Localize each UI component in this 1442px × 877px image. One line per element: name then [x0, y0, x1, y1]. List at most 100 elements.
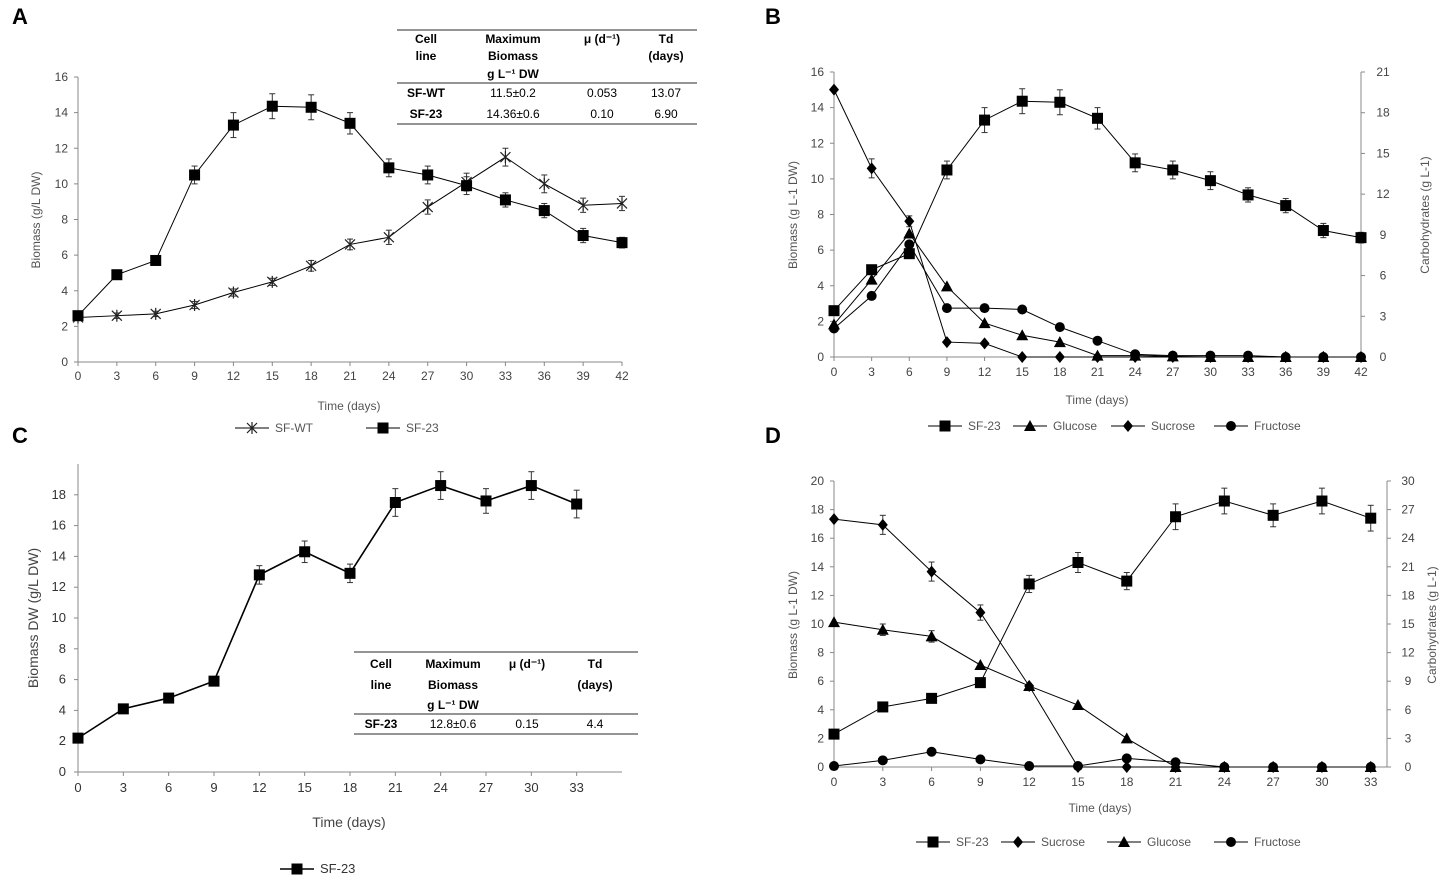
data-point: [616, 197, 628, 210]
data-point: [974, 677, 986, 689]
data-point: [926, 746, 937, 757]
data-point: [525, 480, 537, 492]
data-point: [974, 658, 987, 670]
data-point: [499, 194, 511, 206]
x-tick-label: 3: [868, 365, 875, 379]
y-tick-label: 0: [61, 355, 68, 369]
data-point: [383, 162, 395, 174]
data-point: [1317, 225, 1329, 237]
x-tick-label: 21: [1091, 365, 1105, 379]
x-tick-label: 12: [1022, 775, 1036, 789]
panel-letter-a: A: [12, 4, 28, 29]
y-tick-label: 18: [811, 503, 825, 517]
data-point: [876, 623, 889, 635]
y-tick-label: 6: [61, 248, 68, 262]
data-point: [904, 215, 915, 228]
y2-tick-label: 3: [1405, 731, 1412, 745]
y-tick-label: 16: [52, 518, 66, 533]
data-point: [829, 513, 839, 526]
y-tick-label: 8: [61, 213, 68, 227]
data-point: [979, 303, 990, 314]
series-line: [833, 89, 1361, 358]
panel-letter-d: D: [765, 423, 781, 448]
x-axis-label: Time (days): [1069, 801, 1132, 815]
x-tick-label: 30: [1315, 775, 1329, 789]
legend-label: Glucose: [1053, 419, 1097, 433]
x-tick-label: 33: [1364, 775, 1378, 789]
x-tick-label: 30: [524, 780, 538, 795]
data-point: [266, 275, 278, 288]
data-point: [72, 732, 84, 744]
legend-label: Fructose: [1254, 835, 1301, 849]
table-cell: 0.15: [515, 717, 539, 731]
y2-axis-label: Carbohydrates (g L-1): [1418, 156, 1432, 273]
y-axis-label: Biomass (g/L DW): [29, 172, 43, 269]
series-fructose: [829, 239, 1366, 362]
x-tick-label: 18: [343, 780, 357, 795]
data-point: [189, 169, 201, 181]
data-point: [72, 310, 84, 322]
series-sf-wt: [72, 147, 628, 324]
data-point: [1016, 329, 1029, 341]
table-header-cell: (days): [577, 678, 612, 692]
data-point: [500, 151, 511, 164]
legend-label: Glucose: [1147, 835, 1191, 849]
data-point: [1316, 762, 1327, 772]
data-point: [829, 761, 839, 772]
table-header-cell: line: [416, 49, 437, 63]
data-point: [1268, 762, 1279, 772]
y2-tick-label: 24: [1401, 531, 1415, 545]
chart-panel-b: B0 3 6 9 12 15 18 21 24 27 30 33 36 39 420246810121416…: [765, 4, 1432, 433]
data-point: [422, 169, 434, 181]
y2-tick-label: 9: [1405, 674, 1412, 688]
y-tick-label: 10: [811, 172, 825, 186]
data-point: [1170, 757, 1181, 768]
x-tick-label: 42: [1354, 365, 1368, 379]
panel-letter-c: C: [12, 423, 28, 448]
legend: SF-23 Glucose Sucrose Fructose: [928, 419, 1301, 433]
y-tick-label: 4: [817, 279, 824, 293]
data-point: [1016, 95, 1028, 107]
data-point: [941, 303, 952, 314]
y2-tick-label: 18: [1376, 106, 1390, 120]
table-cell: 12.8±0.6: [430, 717, 477, 731]
series-sf-23: [72, 93, 628, 322]
series-sucrose: [829, 513, 1376, 773]
x-tick-label: 27: [421, 369, 435, 383]
data-point: [1092, 335, 1103, 346]
data-point: [828, 305, 840, 317]
data-point: [877, 518, 888, 531]
x-tick-label: 12: [978, 365, 992, 379]
chart-panel-c: C0 3 6 9 12 15 18 21 24 27 30 33024681012141618Time…: [12, 423, 638, 876]
panel-letter-b: B: [765, 4, 781, 29]
table-cell: 6.90: [654, 107, 678, 121]
data-point: [903, 227, 916, 239]
y-tick-label: 10: [55, 177, 69, 191]
data-point: [926, 692, 938, 704]
stats-table: Cell line Maximum Biomass g L⁻¹ DW μ (d⁻¹) Td (…: [397, 29, 697, 125]
data-point: [866, 162, 877, 175]
x-tick-label: 15: [1016, 365, 1030, 379]
legend: SF-23: [280, 861, 355, 876]
data-point: [978, 317, 991, 329]
y2-tick-label: 18: [1401, 588, 1415, 602]
x-tick-label: 9: [977, 775, 984, 789]
x-tick-label: 6: [928, 775, 935, 789]
data-point: [163, 692, 175, 704]
x-tick-label: 0: [75, 369, 82, 383]
data-point: [150, 254, 162, 266]
x-tick-label: 33: [569, 780, 583, 795]
table-cell: SF-WT: [407, 86, 446, 100]
data-point: [1024, 761, 1035, 772]
x-tick-label: 33: [499, 369, 513, 383]
table-header-cell: (days): [648, 49, 683, 63]
data-point: [111, 309, 123, 322]
data-point: [1054, 351, 1065, 363]
data-point: [1167, 350, 1178, 361]
legend-marker: [1013, 836, 1023, 848]
x-tick-label: 18: [1053, 365, 1067, 379]
x-tick-label: 12: [252, 780, 266, 795]
table-cell: 13.07: [651, 86, 681, 100]
table-cell: SF-23: [365, 717, 398, 731]
legend-marker: [939, 420, 951, 432]
